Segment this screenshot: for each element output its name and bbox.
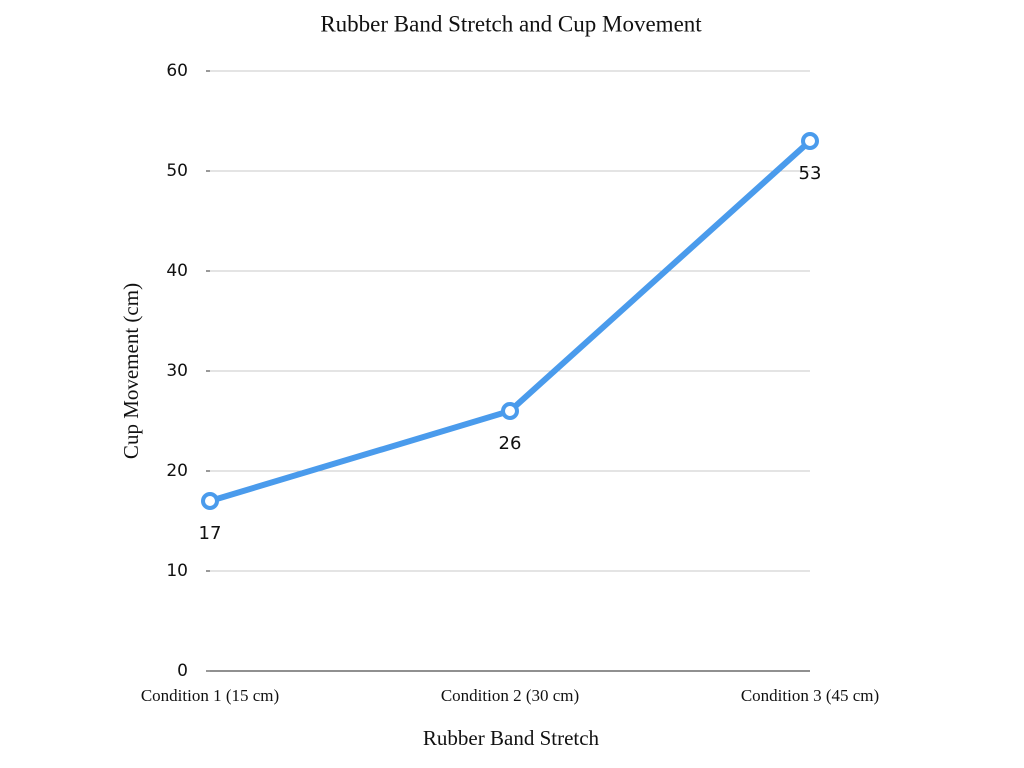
y-tick-label: 30	[166, 361, 188, 381]
x-tick-label: Condition 2 (30 cm)	[441, 686, 579, 705]
data-point	[801, 132, 819, 150]
data-label: 26	[499, 433, 522, 454]
x-tick-label: Condition 1 (15 cm)	[141, 686, 279, 705]
x-axis-label: Rubber Band Stretch	[423, 726, 600, 750]
data-label: 17	[199, 523, 222, 544]
data-point	[501, 402, 519, 420]
x-tick-label: Condition 3 (45 cm)	[741, 686, 879, 705]
data-point	[201, 492, 219, 510]
y-axis-label: Cup Movement (cm)	[119, 283, 143, 459]
y-tick-label: 60	[166, 61, 188, 81]
y-tick-label: 40	[166, 261, 188, 281]
chart-title: Rubber Band Stretch and Cup Movement	[320, 11, 702, 36]
y-tick-label: 50	[166, 161, 188, 181]
y-tick-label: 20	[166, 461, 188, 481]
y-tick-label: 0	[177, 661, 188, 681]
data-label: 53	[799, 163, 822, 184]
y-tick-label: 10	[166, 561, 188, 581]
